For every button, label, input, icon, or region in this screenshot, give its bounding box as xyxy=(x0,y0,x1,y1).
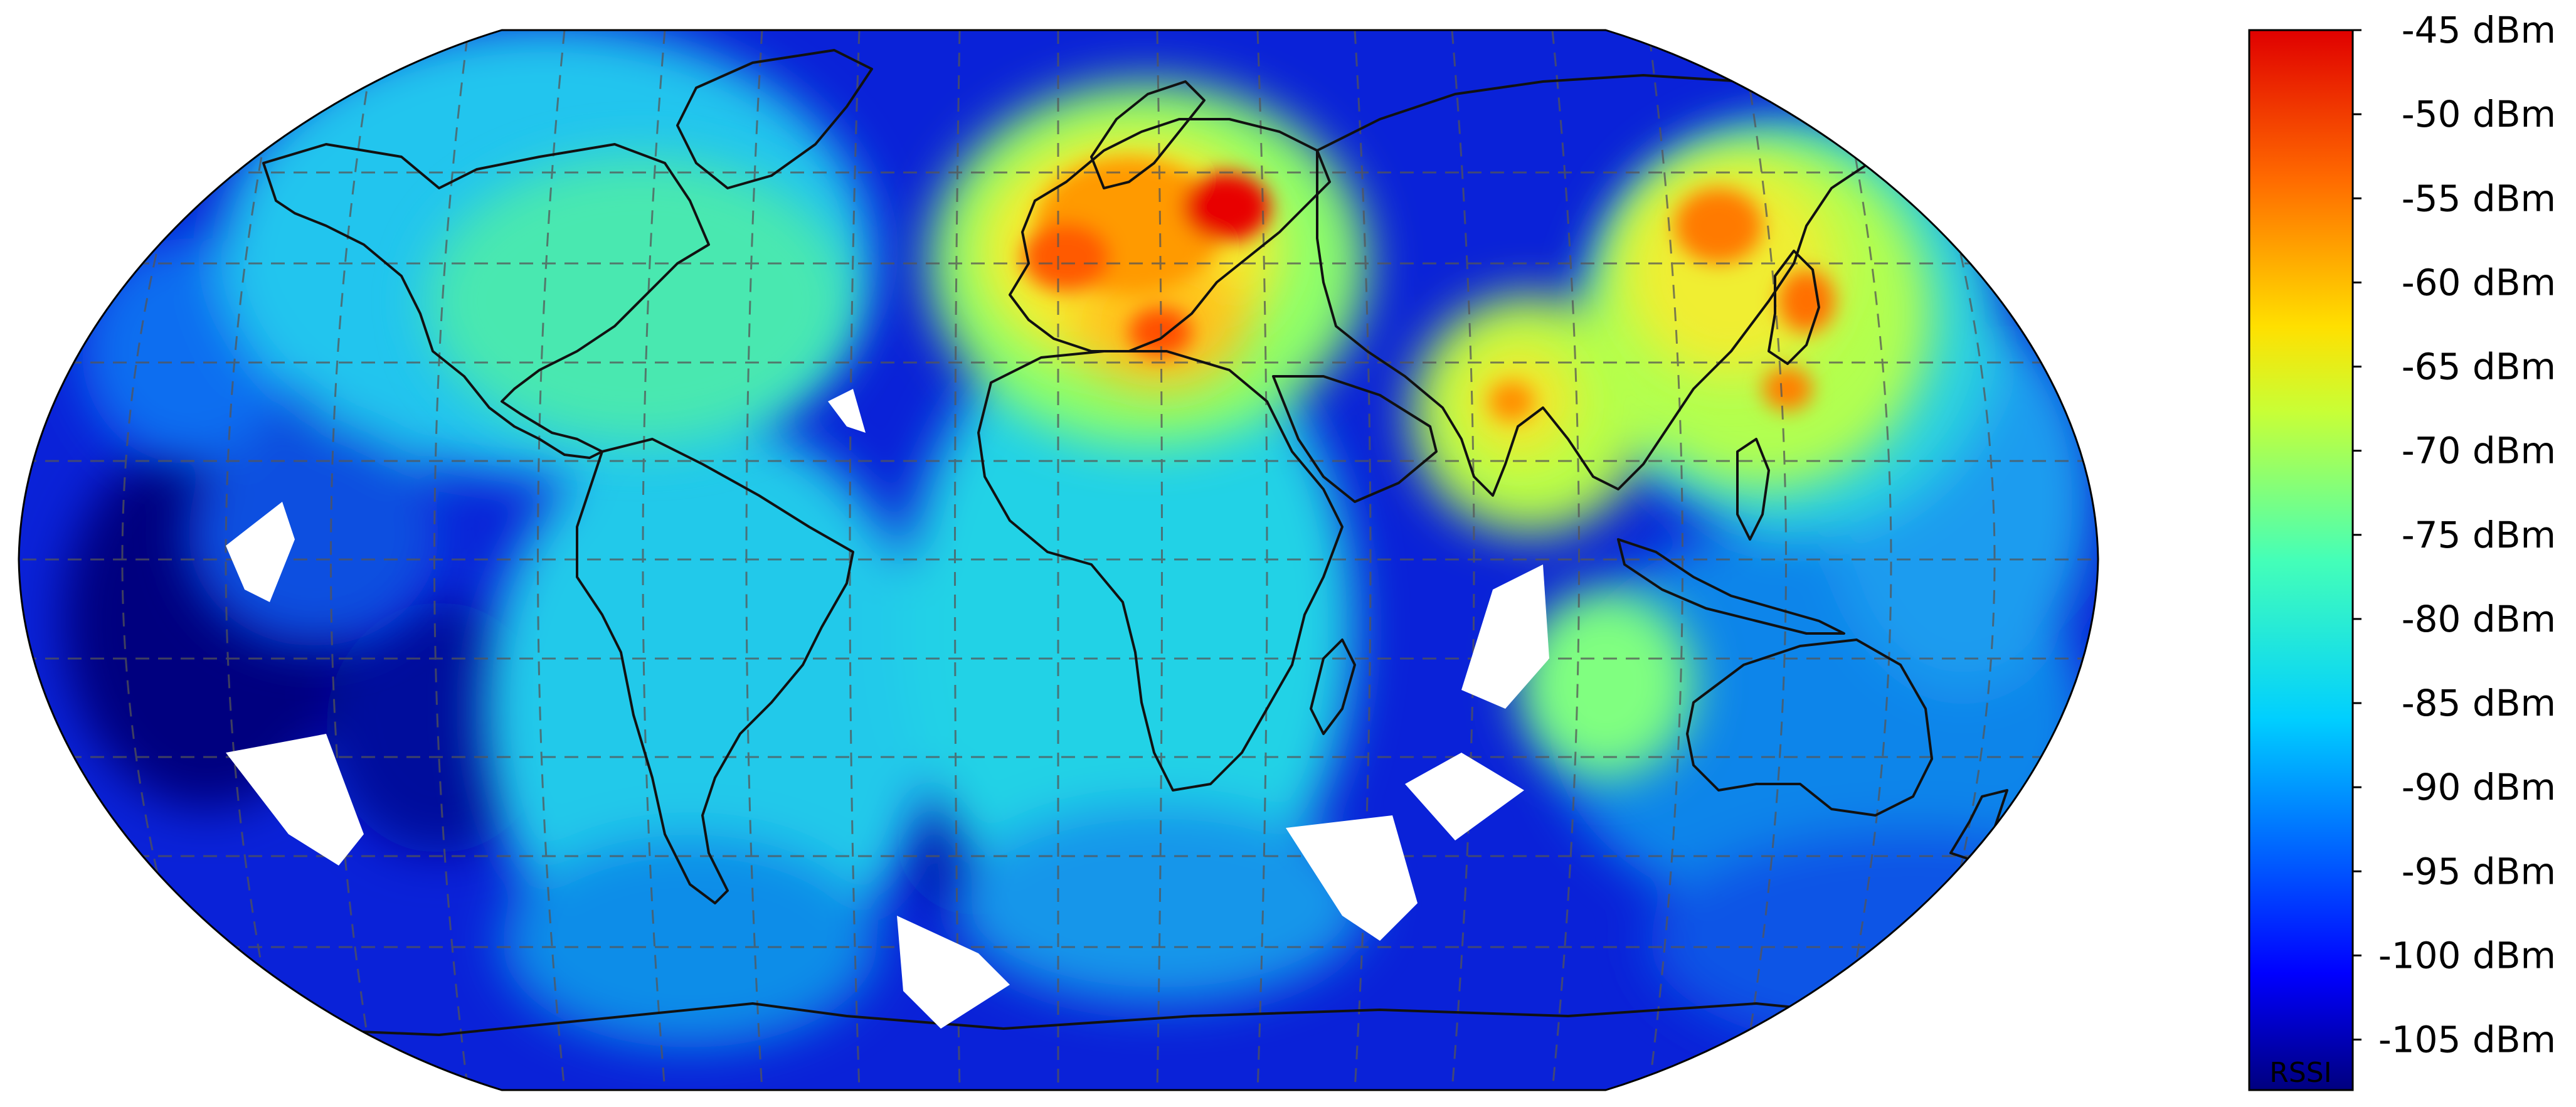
colorbar-tick-label: -55 dBm xyxy=(2402,177,2556,220)
indonesia-coastline xyxy=(1617,538,1845,635)
hotspot-layer xyxy=(1022,157,1835,421)
arabia-coastline xyxy=(1272,375,1438,503)
scandinavia-coastline xyxy=(1090,80,1206,189)
greenland-coastline xyxy=(676,49,873,189)
colorbar-caption: RSSI xyxy=(2269,1057,2331,1089)
australia-coastline xyxy=(1686,638,1933,817)
world-map xyxy=(18,29,2099,1091)
colorbar-tick-label: -100 dBm xyxy=(2378,934,2556,977)
colorbar-gradient xyxy=(2248,29,2354,1091)
no-data-regions xyxy=(226,389,1549,1029)
north-america-coastline xyxy=(262,143,710,459)
colorbar-tick-label: -105 dBm xyxy=(2378,1019,2556,1061)
colorbar-tick-label: -65 dBm xyxy=(2402,346,2556,388)
map-boundary xyxy=(18,29,2099,1091)
africa-coastline xyxy=(977,350,1344,792)
colorbar-tick-label: -75 dBm xyxy=(2402,514,2556,556)
graticule xyxy=(19,30,2098,1090)
colorbar-tick-label: -45 dBm xyxy=(2402,9,2556,51)
south-america-coastline xyxy=(576,438,854,904)
colorbar-tick-label: -80 dBm xyxy=(2402,598,2556,640)
japan-coastline xyxy=(1768,250,1820,365)
colorbar-tick-label: -70 dBm xyxy=(2402,430,2556,472)
colorbar: -45 dBm -50 dBm -55 dBm -60 dBm -65 dBm -70 d… xyxy=(2248,9,2556,1091)
colorbar-ticks: -45 dBm -50 dBm -55 dBm -60 dBm -65 dBm -70 d… xyxy=(2353,9,2556,1061)
colorbar-tick-label: -50 dBm xyxy=(2402,93,2556,135)
colorbar-tick-label: -85 dBm xyxy=(2402,682,2556,724)
philippines-coastline xyxy=(1736,438,1770,541)
colorbar-tick-label: -95 dBm xyxy=(2402,850,2556,892)
madagascar-coastline xyxy=(1310,638,1356,735)
colorbar-tick-label: -60 dBm xyxy=(2402,261,2556,304)
colorbar-tick-label: -90 dBm xyxy=(2402,766,2556,808)
